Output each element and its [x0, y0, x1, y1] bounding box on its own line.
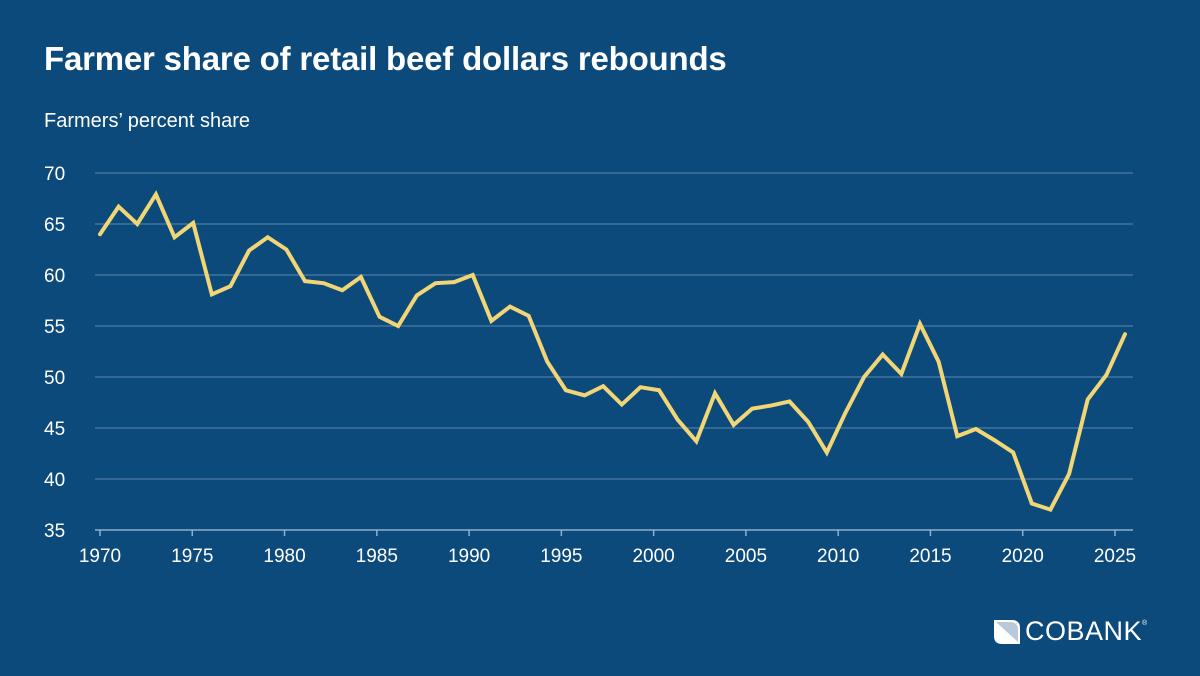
cobank-logo-icon: [994, 619, 1020, 644]
x-tick-label: 2005: [725, 546, 767, 567]
series-line-farmers-share: [98, 190, 1127, 513]
logo-text: COBANK: [1025, 616, 1143, 646]
x-tick-label: 2000: [632, 546, 674, 567]
y-tick-label: 40: [44, 470, 65, 491]
x-tick-label: 1995: [540, 546, 582, 567]
cobank-logo: COBANK ®: [994, 616, 1147, 647]
chart-title: Farmer share of retail beef dollars rebo…: [44, 40, 727, 77]
chart-subtitle: Farmers’ percent share: [44, 110, 250, 132]
y-tick-label: 35: [44, 521, 65, 542]
y-tick-label: 50: [44, 368, 65, 389]
x-tick-label: 2015: [909, 546, 951, 567]
x-tick-label: 2020: [1002, 546, 1044, 567]
x-tick-label: 2025: [1094, 546, 1136, 567]
x-tick-label: 1980: [263, 546, 305, 567]
x-tick-label: 1975: [171, 546, 213, 567]
y-tick-label: 70: [44, 164, 65, 185]
x-tick-label: 1990: [448, 546, 490, 567]
y-tick-label: 45: [44, 419, 65, 440]
x-tick-label: 1970: [79, 546, 121, 567]
x-tick-label: 1985: [356, 546, 398, 567]
x-tick-label: 2010: [817, 546, 859, 567]
y-tick-label: 60: [44, 266, 65, 287]
y-tick-label: 55: [44, 317, 65, 338]
logo-trademark: ®: [1142, 620, 1148, 627]
y-tick-label: 65: [44, 215, 65, 236]
